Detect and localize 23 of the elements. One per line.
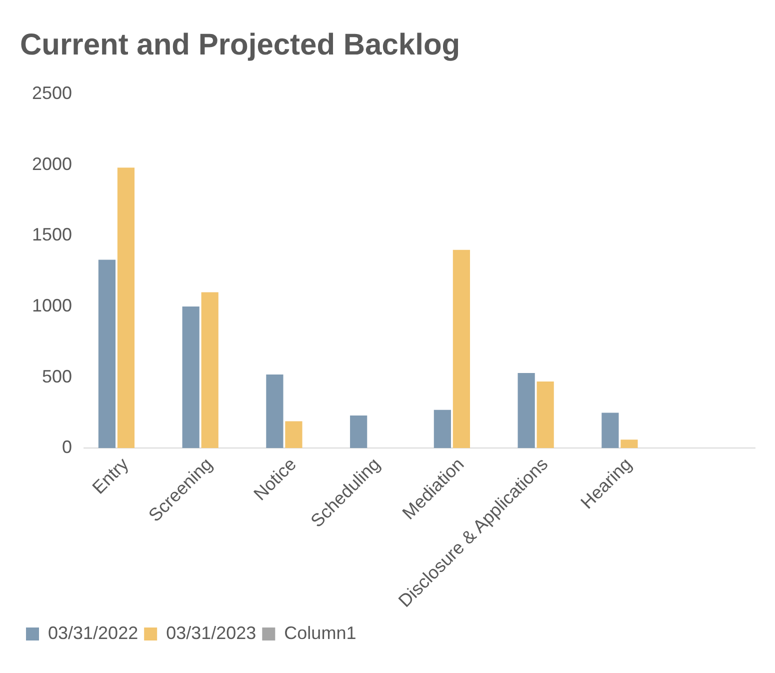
y-tick-label: 500 [42,366,72,386]
bar [434,410,451,448]
bar [117,168,135,448]
bar [350,416,368,448]
bar [620,440,638,448]
y-tick-label: 1500 [32,224,72,245]
bar [98,260,116,448]
bar [518,373,535,448]
y-tick-label: 2500 [32,82,72,103]
bar [285,421,302,448]
bar [201,292,218,448]
y-tick-label: 0 [62,437,72,458]
bar [182,306,200,448]
legend-label: Column1 [284,622,356,643]
bar [536,382,554,448]
y-tick-label: 2000 [32,154,72,174]
bar [452,250,470,448]
bar [602,412,619,448]
y-tick-label: 1000 [32,295,72,316]
chart-title: Current and Projected Backlog [20,28,460,62]
legend-label: 03/31/2023 [166,622,256,643]
legend-label: 03/31/2022 [48,622,138,643]
bar [266,374,284,448]
